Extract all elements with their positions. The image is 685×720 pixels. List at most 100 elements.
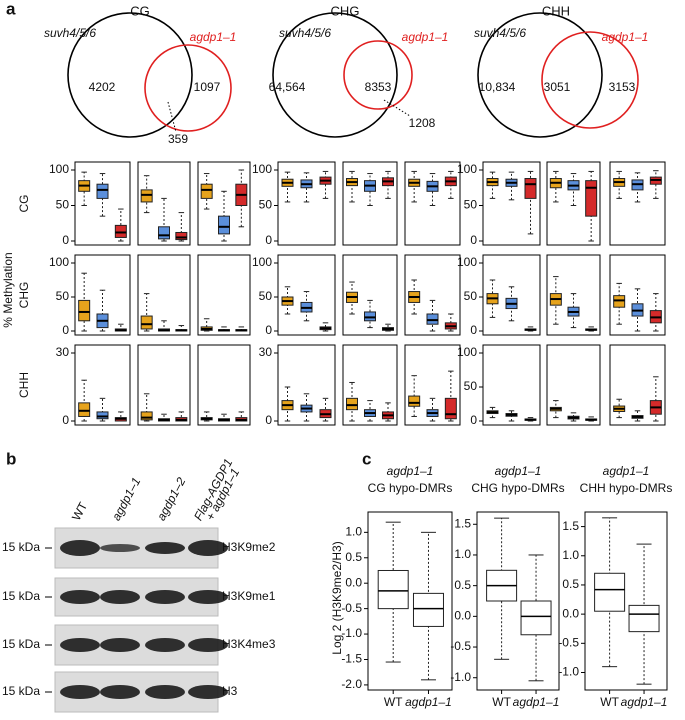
venn-count: 4202	[89, 80, 116, 94]
venn-circle	[343, 40, 413, 110]
box	[585, 180, 598, 217]
y-tick-label: 1.5	[454, 516, 471, 530]
box	[78, 402, 91, 417]
subpanel-frame	[137, 254, 191, 336]
venn-circle	[272, 12, 398, 138]
size-label: 15 kDa	[2, 540, 40, 554]
row-label: CG	[17, 195, 31, 213]
size-label: 15 kDa	[2, 684, 40, 698]
venn-label: agdp1–1	[402, 30, 449, 44]
x-tick-label: agdp1–1	[405, 695, 452, 709]
y-tick-label: 1.0	[454, 547, 471, 561]
box	[613, 295, 626, 308]
box	[346, 397, 358, 411]
y-tick-label: -1.0	[558, 665, 579, 679]
subpanel-frame	[342, 344, 398, 426]
venn-label: agdp1–1	[602, 30, 649, 44]
venn-count: 64,564	[269, 80, 306, 94]
band	[100, 590, 140, 604]
y-tick-label: 0	[265, 413, 272, 427]
y-tick-label: 0	[470, 233, 477, 247]
venn-circle	[67, 12, 193, 138]
x-tick-label: agdp1–1	[513, 695, 560, 709]
venn-circle	[144, 44, 232, 132]
y-tick-label: 30	[56, 345, 70, 359]
panel-label: b	[6, 449, 16, 468]
y-tick-label: -0.5	[558, 635, 579, 649]
box	[140, 411, 153, 421]
subpanel-frame	[74, 254, 131, 336]
subpanel-frame	[197, 161, 251, 246]
venn-count: 3051	[544, 80, 571, 94]
plot-title: agdp1–1	[495, 464, 542, 478]
size-label: 15 kDa	[2, 637, 40, 651]
y-tick-label: 0.0	[454, 609, 471, 623]
subpanel-frame	[546, 254, 601, 336]
row-label: CHH	[17, 372, 31, 398]
box	[628, 604, 660, 633]
y-tick-label: 50	[56, 289, 70, 303]
plot-frame	[367, 511, 453, 691]
y-axis-label: % Methylation	[1, 252, 15, 327]
leader-line	[383, 99, 411, 117]
y-tick-label: 100	[457, 162, 477, 176]
lane-label: agdp1–2	[154, 475, 188, 523]
y-tick-label: 100	[252, 162, 272, 176]
subpanel-frame	[277, 344, 336, 426]
venn-label: agdp1–1	[190, 30, 237, 44]
blot-label: H3K9me2	[222, 540, 276, 554]
y-tick-label: 1.0	[345, 525, 362, 539]
band	[188, 540, 228, 556]
subpanel-frame	[404, 344, 461, 426]
column-title: CG	[130, 3, 150, 18]
column-title: CHH	[542, 3, 570, 18]
subpanel-frame	[609, 344, 666, 426]
panel-label: c	[362, 449, 371, 468]
box	[524, 178, 537, 199]
y-tick-label: 50	[259, 289, 273, 303]
venn-count: 1097	[194, 80, 221, 94]
y-tick-label: 0	[62, 413, 69, 427]
box	[140, 315, 153, 330]
box	[78, 299, 91, 322]
venn-count: 8353	[365, 80, 392, 94]
band	[145, 590, 185, 604]
x-tick-label: WT	[492, 695, 511, 709]
box	[412, 592, 444, 627]
x-tick-label: WT	[384, 695, 403, 709]
subpanel-frame	[404, 254, 461, 336]
plot-frame	[584, 511, 668, 691]
y-tick-label: 50	[464, 289, 478, 303]
venn-label: suvh4/5/6	[279, 26, 331, 40]
y-tick-label: 50	[56, 198, 70, 212]
y-tick-label: 0.5	[345, 550, 362, 564]
band	[145, 542, 185, 554]
subpanel-frame	[74, 161, 131, 246]
band	[188, 638, 228, 652]
panel-label: a	[6, 0, 16, 18]
box	[96, 411, 109, 420]
venn-label: suvh4/5/6	[474, 26, 526, 40]
box	[200, 183, 213, 199]
y-tick-label: -0.5	[450, 639, 471, 653]
subpanel-frame	[609, 161, 666, 246]
venn-circle	[541, 31, 639, 129]
subpanel-frame	[482, 254, 541, 336]
y-tick-label: 0.5	[454, 578, 471, 592]
band	[60, 685, 100, 699]
band	[60, 638, 100, 652]
subpanel-frame	[342, 254, 398, 336]
subpanel-frame	[197, 344, 251, 426]
y-tick-label: 50	[259, 198, 273, 212]
blot-label: H3K9me1	[222, 589, 276, 603]
subpanel-frame	[74, 344, 131, 426]
band	[188, 590, 228, 604]
plot-frame	[476, 511, 560, 691]
box	[520, 600, 552, 636]
box	[377, 569, 409, 610]
subpanel-frame	[197, 254, 251, 336]
plot-title: CHG hypo-DMRs	[471, 481, 564, 495]
y-tick-label: 100	[49, 162, 69, 176]
y-tick-label: 100	[457, 255, 477, 269]
